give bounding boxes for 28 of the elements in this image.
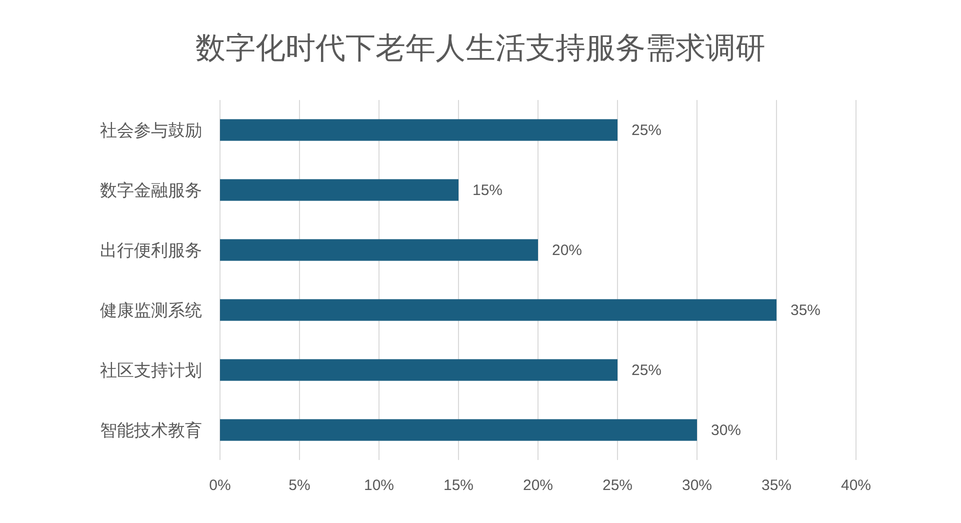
data-label: 20% xyxy=(552,242,582,259)
x-tick-label: 5% xyxy=(288,477,310,494)
data-label: 25% xyxy=(632,362,662,379)
chart-title: 数字化时代下老年人生活支持服务需求调研 xyxy=(196,32,766,65)
y-tick-label: 出行便利服务 xyxy=(100,241,202,260)
data-label: 15% xyxy=(472,182,503,199)
bar xyxy=(220,239,538,261)
bar xyxy=(220,119,618,141)
x-tick-label: 15% xyxy=(443,477,474,494)
y-tick-label: 健康监测系统 xyxy=(100,301,202,320)
x-tick-label: 20% xyxy=(522,477,554,494)
x-tick-label: 10% xyxy=(364,477,394,494)
bar xyxy=(220,359,618,381)
y-tick-label: 智能技术教育 xyxy=(100,421,202,440)
x-tick-label: 25% xyxy=(602,477,633,494)
y-tick-label: 社会参与鼓励 xyxy=(100,121,202,140)
x-tick-label: 40% xyxy=(840,477,872,494)
bar xyxy=(220,179,458,201)
y-tick-label: 数字金融服务 xyxy=(100,181,202,200)
data-label: 35% xyxy=(790,302,821,319)
bar xyxy=(220,299,776,321)
data-label: 25% xyxy=(632,122,662,139)
bar xyxy=(220,419,697,441)
x-tick-label: 35% xyxy=(761,477,792,494)
data-label: 30% xyxy=(711,422,742,439)
y-tick-label: 社区支持计划 xyxy=(100,361,202,380)
x-tick-label: 0% xyxy=(209,477,231,494)
x-tick-label: 30% xyxy=(682,477,712,494)
